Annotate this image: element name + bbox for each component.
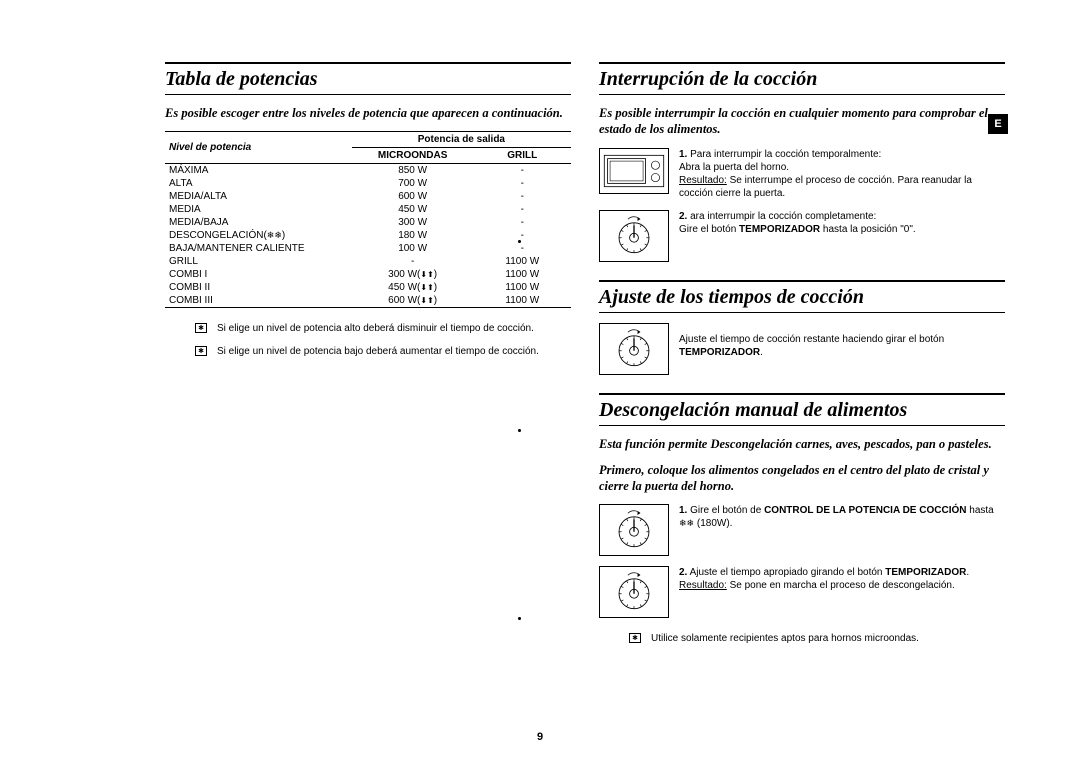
cell-microwave: - <box>352 255 474 268</box>
step-text: 1. Gire el botón de CONTROL DE LA POTENC… <box>679 504 1005 530</box>
cell-microwave: 450 W(⬇⬆) <box>352 281 474 294</box>
cell-grill: - <box>474 216 571 229</box>
cell-level: MEDIA <box>165 203 352 216</box>
cell-grill: - <box>474 190 571 203</box>
table-row: COMBI I 300 W(⬇⬆) 1100 W <box>165 268 571 281</box>
cell-level: ALTA <box>165 177 352 190</box>
cell-microwave: 180 W <box>352 229 474 242</box>
defrost-title: Descongelación manual de alimentos <box>599 393 1005 426</box>
microwave-front-icon <box>599 148 669 194</box>
timer-dial-icon <box>599 323 669 375</box>
cell-level: GRILL <box>165 255 352 268</box>
dial-svg <box>612 508 656 552</box>
cell-level: MÁXIMA <box>165 164 352 178</box>
interrupt-step: 1. Para interrumpir la cocción temporalm… <box>599 148 1005 200</box>
th-level: Nivel de potencia <box>165 132 352 164</box>
defrost-intro-2: Primero, coloque los alimentos congelado… <box>599 462 1005 495</box>
step-number: 2. <box>679 567 687 578</box>
cell-microwave: 700 W <box>352 177 474 190</box>
note-row: ✱ Si elige un nivel de potencia alto deb… <box>195 322 571 335</box>
dial-svg <box>612 214 656 258</box>
table-row: COMBI III 600 W(⬇⬆) 1100 W <box>165 294 571 308</box>
cell-grill: - <box>474 164 571 178</box>
adjust-step: Ajuste el tiempo de cocción restante hac… <box>599 323 1005 375</box>
left-column: Tabla de potencias Es posible escoger en… <box>165 62 571 655</box>
interrupt-title: Interrupción de la cocción <box>599 62 1005 95</box>
note-row: ✱ Si elige un nivel de potencia bajo deb… <box>195 345 571 358</box>
defrost-step: 1. Gire el botón de CONTROL DE LA POTENC… <box>599 504 1005 556</box>
adjust-title: Ajuste de los tiempos de cocción <box>599 280 1005 313</box>
cell-microwave: 600 W <box>352 190 474 203</box>
th-microwave: MICROONDAS <box>352 148 474 164</box>
page-number: 9 <box>537 731 543 743</box>
defrost-note-text: Utilice solamente recipientes aptos para… <box>651 632 919 645</box>
table-row: GRILL - 1100 W <box>165 255 571 268</box>
th-output: Potencia de salida <box>352 132 571 148</box>
note-icon: ✱ <box>195 346 207 356</box>
cell-level: BAJA/MANTENER CALIENTE <box>165 242 352 255</box>
cell-microwave: 600 W(⬇⬆) <box>352 294 474 308</box>
cell-grill: - <box>474 203 571 216</box>
cell-level: COMBI III <box>165 294 352 308</box>
dial-svg <box>612 570 656 614</box>
table-row: ALTA 700 W - <box>165 177 571 190</box>
th-grill: GRILL <box>474 148 571 164</box>
fold-dots <box>518 240 524 620</box>
table-row: BAJA/MANTENER CALIENTE 100 W - <box>165 242 571 255</box>
dial-svg <box>612 327 656 371</box>
table-row: MEDIA/ALTA 600 W - <box>165 190 571 203</box>
table-row: MEDIA 450 W - <box>165 203 571 216</box>
step-text: 2. ara interrumpir la cocción completame… <box>679 210 1005 236</box>
power-table-title: Tabla de potencias <box>165 62 571 95</box>
cell-level: MEDIA/BAJA <box>165 216 352 229</box>
note-text: Si elige un nivel de potencia alto deber… <box>217 322 534 335</box>
timer-dial-icon <box>599 566 669 618</box>
cell-level: DESCONGELACIÓN(❄❄) <box>165 229 352 242</box>
note-text: Si elige un nivel de potencia bajo deber… <box>217 345 539 358</box>
table-row: MÁXIMA 850 W - <box>165 164 571 178</box>
table-row: COMBI II 450 W(⬇⬆) 1100 W <box>165 281 571 294</box>
timer-dial-icon <box>599 210 669 262</box>
interrupt-step: 2. ara interrumpir la cocción completame… <box>599 210 1005 262</box>
page-columns: Tabla de potencias Es posible escoger en… <box>165 62 1005 655</box>
cell-microwave: 300 W <box>352 216 474 229</box>
cell-microwave: 100 W <box>352 242 474 255</box>
cell-grill: - <box>474 177 571 190</box>
power-table: Nivel de potencia Potencia de salida MIC… <box>165 131 571 308</box>
step-text: 1. Para interrumpir la cocción temporalm… <box>679 148 1005 200</box>
note-icon: ✱ <box>195 323 207 333</box>
cell-level: MEDIA/ALTA <box>165 190 352 203</box>
adjust-step-text: Ajuste el tiempo de cocción restante hac… <box>679 323 1005 359</box>
step-number: 2. <box>679 211 687 222</box>
table-row: DESCONGELACIÓN(❄❄) 180 W - <box>165 229 571 242</box>
table-row: MEDIA/BAJA 300 W - <box>165 216 571 229</box>
timer-dial-icon <box>599 504 669 556</box>
defrost-note-row: ✱ Utilice solamente recipientes aptos pa… <box>629 632 1005 645</box>
step-number: 1. <box>679 149 687 160</box>
cell-level: COMBI I <box>165 268 352 281</box>
cell-level: COMBI II <box>165 281 352 294</box>
microwave-svg <box>601 150 667 192</box>
step-number: 1. <box>679 505 687 516</box>
step-text: 2. Ajuste el tiempo apropiado girando el… <box>679 566 1005 592</box>
cell-microwave: 850 W <box>352 164 474 178</box>
note-icon: ✱ <box>629 633 641 643</box>
cell-microwave: 450 W <box>352 203 474 216</box>
cell-microwave: 300 W(⬇⬆) <box>352 268 474 281</box>
right-column: Interrupción de la cocción Es posible in… <box>599 62 1005 655</box>
power-table-intro: Es posible escoger entre los niveles de … <box>165 105 571 121</box>
defrost-step: 2. Ajuste el tiempo apropiado girando el… <box>599 566 1005 618</box>
defrost-intro-1: Esta función permite Descongelación carn… <box>599 436 1005 452</box>
interrupt-intro: Es posible interrumpir la cocción en cua… <box>599 105 1005 138</box>
